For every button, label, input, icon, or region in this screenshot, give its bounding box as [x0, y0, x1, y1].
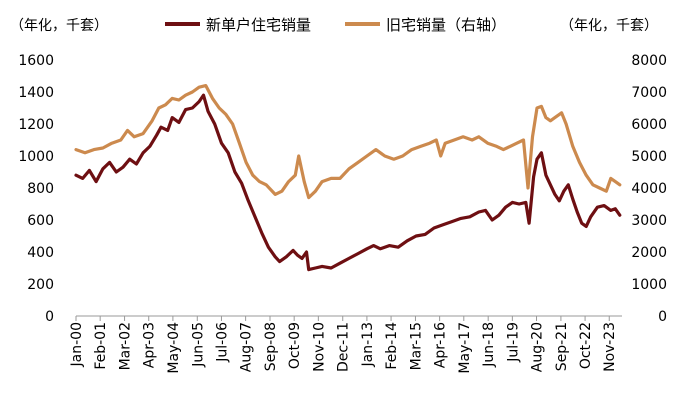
x-tick-label: Jan-13: [360, 322, 376, 367]
x-tick-label: Apr-16: [433, 322, 449, 368]
y-left-tick-label: 800: [27, 181, 54, 197]
y-right-tick-label: 3000: [631, 213, 667, 229]
x-tick-label: Sep-21: [554, 322, 570, 371]
x-tick-label: Feb-14: [384, 322, 400, 370]
series-lines: [74, 84, 622, 272]
y-left-tick-label: 200: [27, 277, 54, 293]
y-right-tick-label: 0: [658, 309, 667, 325]
y-right-tick-label: 4000: [631, 181, 667, 197]
right-axis-unit: （年化，千套）: [560, 18, 658, 34]
x-tick-label: Oct-09: [287, 322, 303, 369]
y-right-tick-label: 6000: [631, 117, 667, 133]
x-tick-label: Apr-03: [142, 322, 158, 368]
x-tick-label: Aug-07: [239, 322, 255, 372]
y-right-tick-label: 1000: [631, 277, 667, 293]
x-tick-label: Oct-22: [578, 322, 594, 369]
series-line-new-home: [74, 93, 622, 272]
x-tick-label: Sep-08: [263, 322, 279, 371]
left-axis-unit: （年化，千套）: [10, 18, 108, 34]
series-line-existing-home: [74, 84, 622, 200]
y-left-tick-label: 0: [45, 309, 54, 325]
y-right-tick-label: 8000: [631, 53, 667, 69]
y-left-tick-label: 1200: [18, 117, 54, 133]
x-tick-label: Jun-05: [190, 322, 206, 368]
x-tick-label: Feb-01: [93, 322, 109, 370]
legend-label-new-home: 新单户住宅销量: [206, 16, 311, 34]
x-tick-label: Jun-18: [481, 322, 497, 368]
x-tick-label: Dec-11: [336, 322, 352, 372]
y-right-tick-label: 5000: [631, 149, 667, 165]
x-tick-label: Nov-10: [311, 322, 327, 372]
x-tick-label: May-04: [166, 322, 182, 374]
axes: 0 200 400 600 800 1000 1200 1400 1600 0 1000 2000 30…: [18, 53, 667, 374]
y-right-tick-label: 7000: [631, 85, 667, 101]
y-right-tick-label: 2000: [631, 245, 667, 261]
y-left-tick-label: 1400: [18, 85, 54, 101]
x-tick-label: Jul-06: [214, 322, 230, 363]
x-tick-label: Mar-02: [118, 322, 134, 370]
x-tick-label: Aug-20: [530, 322, 546, 372]
y-left-tick-label: 1600: [18, 53, 54, 69]
x-tick-label: Jul-19: [505, 322, 521, 363]
x-tick-label: Mar-15: [408, 322, 424, 370]
y-left-tick-label: 1000: [18, 149, 54, 165]
y-left-tick-label: 400: [27, 245, 54, 261]
x-tick-label: Nov-23: [602, 322, 618, 372]
y-left-tick-label: 600: [27, 213, 54, 229]
x-tick-label: May-17: [457, 322, 473, 374]
x-tick-label: Jan-00: [69, 322, 85, 367]
legend-label-existing-home: 旧宅销量（右轴）: [386, 16, 506, 34]
